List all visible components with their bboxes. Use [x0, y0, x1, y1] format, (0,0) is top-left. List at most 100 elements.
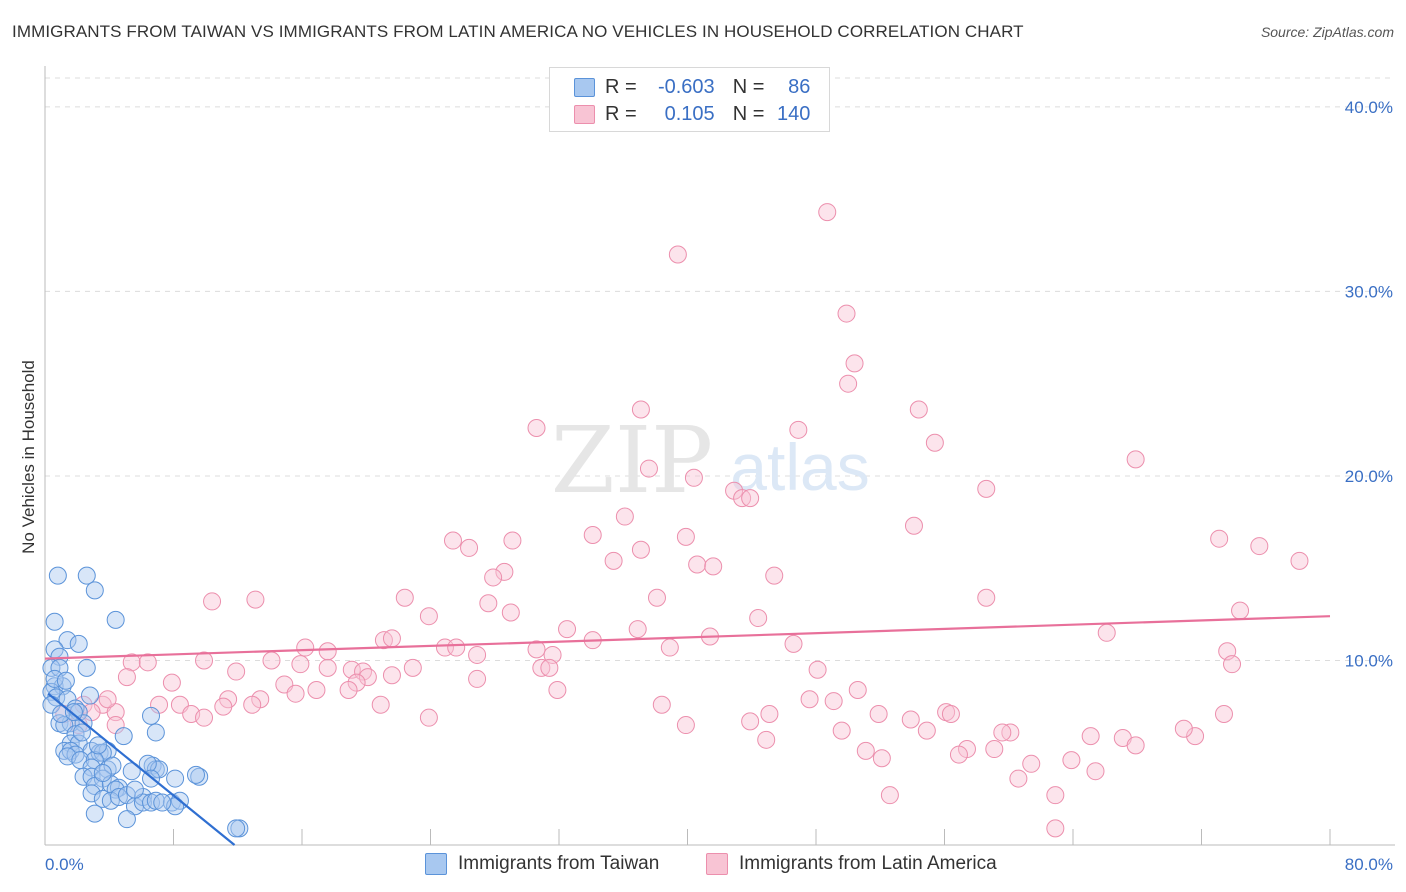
latin-america-point — [1062, 751, 1081, 770]
latin-america-point — [676, 716, 695, 735]
y-tick-label: 20.0% — [1345, 467, 1393, 486]
latin-america-point — [98, 690, 117, 709]
watermark-zip: ZIP — [551, 407, 713, 514]
latin-america-point — [558, 620, 577, 639]
latin-america-point — [800, 690, 819, 709]
taiwan-point — [45, 612, 64, 631]
latin-america-point — [949, 745, 968, 764]
latin-america-point — [628, 620, 647, 639]
bottom-legend-latin: Immigrants from Latin America — [706, 852, 997, 876]
latin-america-point — [540, 658, 559, 677]
latin-america-point — [660, 638, 679, 657]
taiwan-point — [82, 784, 101, 803]
latin-america-point — [1086, 762, 1105, 781]
latin-america-point — [872, 749, 891, 768]
latin-america-point — [527, 418, 546, 437]
latin-america-trend-line — [44, 615, 1331, 660]
bottom-legend-label-latin: Immigrants from Latin America — [739, 853, 997, 874]
latin-america-point — [479, 594, 498, 613]
legend-r-label: R = — [605, 102, 637, 125]
latin-america-point — [631, 400, 650, 419]
y-axis-label: No Vehicles in Household — [19, 360, 38, 554]
bottom-legend-taiwan: Immigrants from Taiwan — [425, 852, 659, 876]
legend-swatch-latin — [574, 104, 595, 124]
latin-america-point — [1046, 786, 1065, 805]
latin-america-point — [845, 354, 864, 373]
taiwan-point — [114, 727, 133, 746]
latin-america-point — [652, 695, 671, 714]
taiwan-point — [61, 741, 80, 760]
latin-america-point — [468, 669, 487, 688]
taiwan-point — [77, 658, 96, 677]
latin-america-point — [741, 712, 760, 731]
latin-america-point — [1081, 727, 1100, 746]
latin-america-point — [925, 433, 944, 452]
taiwan-point — [106, 610, 125, 629]
latin-america-point — [985, 740, 1004, 759]
trend-lines — [44, 615, 1331, 846]
taiwan-point — [98, 760, 117, 779]
latin-america-point — [856, 741, 875, 760]
latin-america-point — [668, 245, 687, 264]
latin-america-point — [1046, 819, 1065, 838]
taiwan-point — [48, 566, 67, 585]
taiwan-point — [125, 780, 144, 799]
latin-america-point — [901, 710, 920, 729]
latin-america-point — [1214, 704, 1233, 723]
legend-row-taiwan: R = -0.603 N = 86 — [574, 76, 810, 98]
taiwan-point — [146, 723, 165, 742]
latin-america-point — [227, 662, 246, 681]
latin-america-point — [741, 489, 760, 508]
latin-america-point — [106, 703, 125, 722]
taiwan-point — [138, 754, 157, 773]
latin-america-point — [765, 566, 784, 585]
latin-america-point — [684, 468, 703, 487]
latin-america-point — [307, 681, 326, 699]
latin-america-point — [318, 642, 337, 661]
bottom-legend-swatch-taiwan — [425, 853, 447, 875]
latin-america-point — [789, 420, 808, 439]
latin-america-point — [195, 708, 214, 727]
legend-n-value: 140 — [777, 102, 811, 125]
latin-america-point — [749, 609, 768, 628]
latin-america-point — [318, 658, 337, 677]
latin-america-point — [1290, 551, 1309, 570]
latin-america-point — [993, 723, 1012, 742]
latin-america-point — [122, 653, 141, 672]
latin-america-point — [704, 557, 723, 576]
stats-legend: R = -0.603 N = 86 R = 0.105 N = 140 — [549, 67, 830, 132]
y-tick-label: 30.0% — [1345, 282, 1393, 301]
latin-america-point — [371, 695, 390, 714]
latin-america-point — [757, 730, 776, 749]
taiwan-point — [103, 756, 122, 775]
taiwan-point — [146, 791, 165, 810]
latin-america-point — [419, 607, 438, 626]
latin-america-point — [527, 640, 546, 659]
chart-title: IMMIGRANTS FROM TAIWAN VS IMMIGRANTS FRO… — [12, 22, 1024, 41]
taiwan-point — [166, 769, 185, 788]
latin-america-point — [138, 653, 157, 672]
latin-america-point — [832, 721, 851, 740]
latin-america-point — [419, 708, 438, 727]
legend-r-label: R = — [605, 75, 637, 98]
latin-america-point — [1231, 601, 1250, 620]
latin-america-point — [1097, 623, 1116, 642]
taiwan-point — [77, 566, 96, 585]
taiwan-point — [93, 764, 112, 783]
latin-america-point — [503, 531, 522, 550]
latin-america-point — [1009, 769, 1028, 788]
latin-america-point — [941, 704, 960, 723]
legend-row-latin: R = 0.105 N = 140 — [574, 103, 810, 125]
taiwan-points — [42, 566, 249, 838]
taiwan-point — [85, 804, 104, 823]
watermark-atlas: atlas — [730, 430, 869, 504]
latin-america-point — [647, 588, 666, 607]
latin-america-point — [1223, 655, 1242, 674]
latin-america-point — [1022, 754, 1041, 773]
latin-america-point — [262, 651, 281, 670]
latin-america-point — [869, 704, 888, 723]
latin-america-point — [501, 603, 520, 622]
latin-america-point — [286, 684, 305, 703]
source-label: Source: ZipAtlas.com — [1260, 24, 1394, 40]
latin-america-point — [339, 681, 358, 699]
